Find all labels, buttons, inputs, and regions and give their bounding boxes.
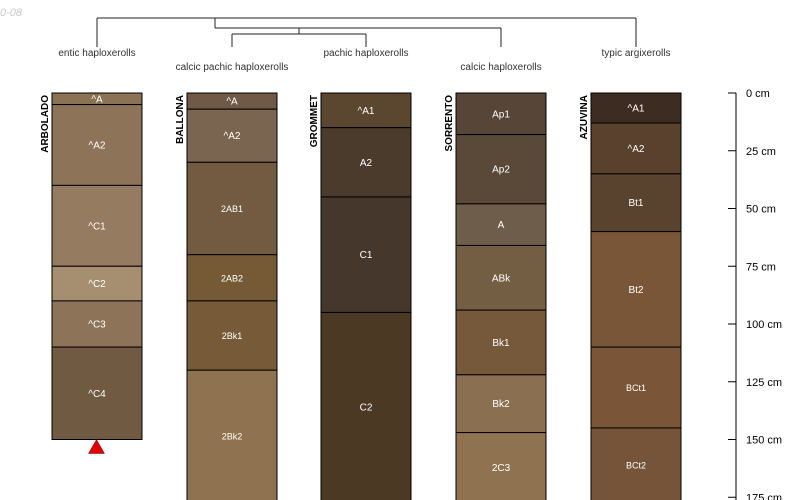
horizon-label: ABk bbox=[492, 273, 511, 284]
horizon-label: ^C3 bbox=[88, 320, 106, 331]
horizon-label: ^C1 bbox=[88, 221, 106, 232]
horizon bbox=[320, 311, 412, 500]
horizon bbox=[590, 122, 682, 175]
horizon-label: 2AB1 bbox=[221, 204, 243, 214]
horizon-label: 2C3 bbox=[492, 463, 511, 474]
horizon bbox=[320, 196, 412, 313]
horizon-label: C2 bbox=[360, 403, 373, 414]
corner-text: 0-08 bbox=[0, 7, 23, 19]
horizon-label: A bbox=[498, 220, 505, 231]
horizon bbox=[51, 265, 143, 302]
dendrogram bbox=[96, 17, 637, 47]
horizon bbox=[455, 244, 547, 311]
horizon-label: 2Bk2 bbox=[222, 432, 243, 442]
horizon bbox=[186, 369, 278, 500]
depth-tick-label: 50 cm bbox=[746, 204, 776, 216]
horizon bbox=[51, 346, 143, 441]
profile-sorrento: Ap1 Ap2 A ABk Bk1 Bk2 2C3 SORRENTO bbox=[444, 92, 547, 500]
depth-tick-label: 150 cm bbox=[746, 435, 782, 447]
group-label: pachic haploxerolls bbox=[323, 48, 408, 59]
group-label: calcic pachic haploxerolls bbox=[176, 62, 289, 73]
horizon-label: Ap1 bbox=[492, 109, 510, 120]
horizon-label: ^A bbox=[91, 94, 103, 105]
profile-grommet: ^A1 A2 C1 C2 GROMMET bbox=[309, 92, 412, 500]
profile-ballona: ^A ^A2 2AB1 2AB2 2Bk1 2Bk2 BALLONA bbox=[175, 92, 278, 500]
depth-tick-label: 125 cm bbox=[746, 377, 782, 389]
group-label: typic argixerolls bbox=[602, 48, 671, 59]
horizon-label: Ap2 bbox=[492, 165, 510, 176]
profile-azuvina: ^A1 ^A2 Bt1 Bt2 BCt1 BCt2 AZUVINA bbox=[579, 92, 682, 500]
horizon bbox=[455, 92, 547, 136]
horizon bbox=[186, 254, 278, 302]
horizon-label: ^A1 bbox=[358, 106, 375, 117]
horizon-label: 2AB2 bbox=[221, 273, 243, 283]
group-labels: entic haploxerolls calcic pachic haploxer… bbox=[58, 48, 670, 73]
horizon bbox=[590, 427, 682, 500]
horizon-label: A2 bbox=[360, 158, 373, 169]
horizon-label: Bt1 bbox=[628, 198, 643, 209]
horizon bbox=[590, 346, 682, 429]
depth-axis: 0 cm 25 cm 50 cm 75 cm 100 cm 125 cm 150 cm 175… bbox=[728, 88, 782, 500]
depth-tick-label: 175 cm bbox=[746, 492, 782, 500]
horizon bbox=[51, 300, 143, 348]
horizon-label: BCt1 bbox=[626, 383, 646, 393]
profile-name: BALLONA bbox=[175, 95, 186, 144]
horizon-label: ^A bbox=[226, 97, 238, 108]
horizon bbox=[455, 134, 547, 205]
depth-tick-label: 0 cm bbox=[746, 88, 770, 100]
profile-arbolado: ^A ^A2 ^C1 ^C2 ^C3 ^C4 ARBOLADO bbox=[40, 92, 143, 454]
horizon-label: ^C2 bbox=[88, 279, 106, 290]
depth-tick-label: 100 cm bbox=[746, 319, 782, 331]
horizon bbox=[320, 92, 412, 129]
horizon bbox=[186, 300, 278, 371]
horizon bbox=[320, 127, 412, 198]
profile-name: AZUVINA bbox=[579, 95, 590, 139]
horizon bbox=[186, 108, 278, 163]
horizon bbox=[455, 203, 547, 246]
horizon-label: ^A2 bbox=[89, 140, 106, 151]
horizon-label: Bk1 bbox=[492, 338, 510, 349]
horizon-label: ^C4 bbox=[88, 389, 106, 400]
horizon bbox=[455, 309, 547, 376]
horizon bbox=[590, 173, 682, 233]
group-label: entic haploxerolls bbox=[58, 48, 135, 59]
horizon bbox=[590, 231, 682, 348]
horizon-label: ^A1 bbox=[628, 104, 645, 115]
horizon-label: Bk2 bbox=[492, 399, 510, 410]
depth-tick-label: 25 cm bbox=[746, 146, 776, 158]
depth-tick-label: 75 cm bbox=[746, 261, 776, 273]
soil-profiles: ^A ^A2 ^C1 ^C2 ^C3 ^C4 ARBOLADO ^A ^A2 2AB1 2AB2 2B… bbox=[40, 92, 682, 500]
horizon bbox=[186, 161, 278, 256]
horizon bbox=[51, 104, 143, 186]
horizon bbox=[590, 92, 682, 124]
bottom-marker-icon bbox=[88, 438, 105, 454]
horizon-label: Bt2 bbox=[628, 285, 643, 296]
horizon-label: BCt2 bbox=[626, 460, 646, 470]
horizon-label: ^A2 bbox=[224, 131, 241, 142]
horizon bbox=[455, 432, 547, 500]
horizon-label: ^A2 bbox=[628, 144, 645, 155]
horizon-label: C1 bbox=[360, 250, 373, 261]
profile-name: ARBOLADO bbox=[40, 95, 51, 153]
group-label: calcic haploxerolls bbox=[460, 62, 541, 73]
profile-name: SORRENTO bbox=[444, 95, 455, 152]
profile-name: GROMMET bbox=[309, 95, 320, 147]
horizon-label: 2Bk1 bbox=[222, 331, 243, 341]
